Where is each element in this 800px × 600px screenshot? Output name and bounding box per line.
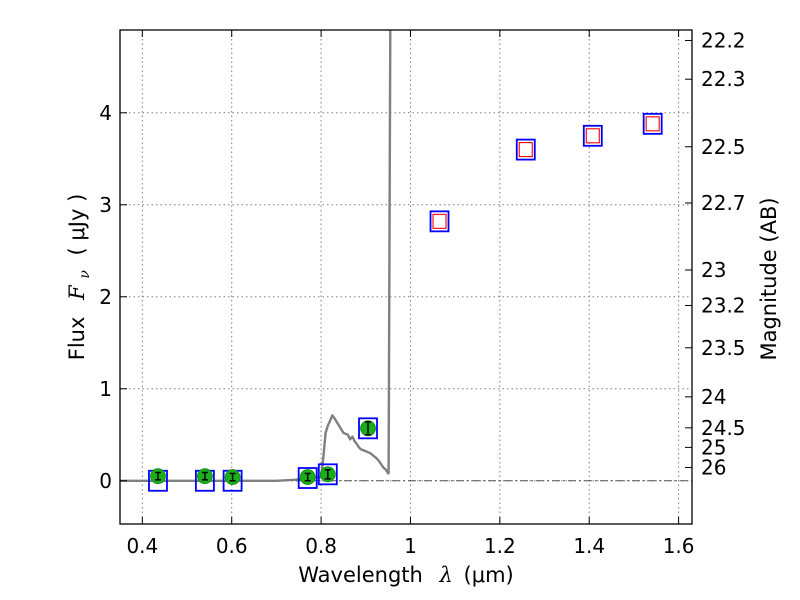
x-tick-label: 1.6: [663, 534, 695, 558]
model-photometry-square: [297, 467, 318, 489]
axes: 0.4 0.6 0.8 1 1.2 1.4 1.60123422.222.322.522.7…: [99, 28, 745, 558]
upper-limit-marker: [585, 128, 600, 144]
y2-tick-label: 23.5: [701, 336, 746, 360]
model-photometry-square: [429, 210, 450, 233]
y2-tick-label: 22.2: [701, 28, 746, 52]
y2-tick-label: 25: [701, 435, 726, 459]
upper-limit-marker: [518, 142, 533, 158]
y-tick-label: 1: [99, 377, 112, 401]
x-axis-label: Wavelength λ (μm): [298, 563, 513, 587]
x-axis-label-symbol: λ: [439, 563, 453, 587]
y2-tick-label: 22.3: [701, 67, 746, 91]
model-photometry-square: [358, 417, 378, 440]
x-axis-label-unit: (μm): [464, 563, 514, 587]
y2-tick-label: 26: [701, 455, 726, 479]
model-photometry-square: [582, 124, 603, 147]
y-axis-label: Flux F ν ( μJy ): [65, 194, 94, 361]
y-tick-label: 4: [99, 101, 112, 125]
plot-background: [120, 30, 692, 524]
y-tick-label: 2: [99, 285, 112, 309]
y-axis-label-symbol: F: [65, 284, 89, 301]
y2-tick-label: 22.5: [701, 135, 746, 159]
model-photometry-square: [317, 463, 338, 486]
y2-tick-label: 24: [701, 385, 726, 409]
upper-limit-marker: [432, 213, 447, 229]
x-tick-label: 1.2: [484, 534, 516, 558]
y-axis-label-unit: ( μJy ): [65, 194, 89, 256]
y2-tick-label: 23: [701, 258, 726, 282]
y2-axis-label: Magnitude (AB): [757, 197, 781, 360]
upper-limit-marker: [645, 116, 660, 132]
model-photometry-square: [515, 138, 536, 161]
y-axis-label-subscript: ν: [77, 270, 93, 279]
data-layer: [120, 30, 692, 492]
y2-tick-label: 23.2: [701, 293, 746, 317]
y-axis-label-text: Flux: [65, 317, 89, 361]
x-tick-label: 1.4: [573, 534, 605, 558]
y-tick-label: 3: [99, 193, 112, 217]
y2-tick-label: 22.7: [701, 191, 746, 215]
x-tick-label: 0.6: [216, 534, 248, 558]
y-tick-label: 0: [99, 469, 112, 493]
x-tick-label: 0.4: [126, 534, 158, 558]
model-photometry-square: [642, 112, 663, 135]
x-tick-label: 0.8: [305, 534, 337, 558]
plot-frame: [119, 29, 693, 525]
y2-tick-label: 24.5: [701, 416, 746, 440]
x-tick-label: 1: [404, 534, 417, 558]
x-axis-label-text: Wavelength: [298, 563, 423, 587]
